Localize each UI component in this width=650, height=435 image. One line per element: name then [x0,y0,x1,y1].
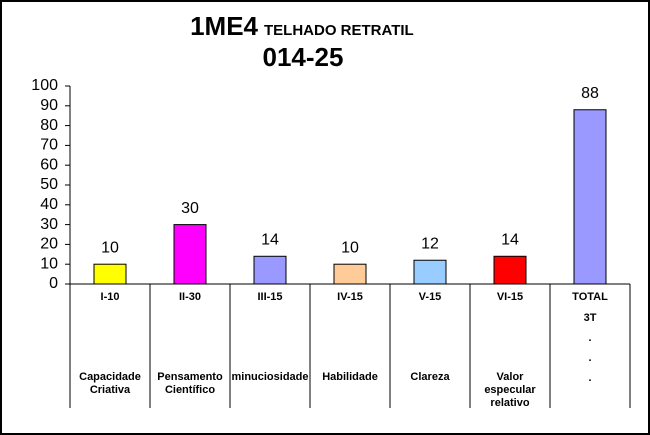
bar [333,263,367,285]
y-tick-label: 20 [40,236,58,253]
y-tick-label: 100 [31,77,58,94]
category-description: . [588,352,591,364]
value-label: 88 [581,85,599,102]
bar [253,255,287,285]
y-tick-label: 60 [40,156,58,173]
category-description: Clareza [410,371,450,383]
x-tick-label: I-10 [101,291,120,303]
category-description: especular [484,384,536,396]
bar [413,259,447,285]
y-tick-label: 50 [40,176,58,193]
category-description: . [588,332,591,344]
bar [173,224,207,285]
y-tick-label: 0 [49,275,58,292]
y-tick-label: 90 [40,97,58,114]
x-tick-label: VI-15 [497,291,523,303]
chart-title: 1ME4 [190,11,258,41]
chart-code: 014-25 [263,42,344,72]
bar [493,255,527,285]
y-tick-label: 40 [40,196,58,213]
category-description: Capacidade [79,371,141,383]
x-tick-label: IV-15 [337,291,363,303]
category-description: Habilidade [322,371,378,383]
category-description: Científico [165,384,215,396]
y-tick-label: 70 [40,137,58,154]
category-description: Valor [497,371,525,383]
y-tick-label: 10 [40,255,58,272]
value-label: 30 [181,200,199,217]
y-tick-label: 30 [40,216,58,233]
category-description: minuciosidade [231,371,308,383]
bar [93,263,127,285]
category-description: . [588,372,591,384]
x-tick-label: TOTAL [572,291,608,303]
value-label: 12 [421,235,439,252]
category-description: Pensamento [157,371,223,383]
x-tick-label: II-30 [179,291,201,303]
value-label: 14 [261,231,279,248]
category-description: Criativa [90,384,131,396]
value-label: 14 [501,231,519,248]
category-description: 3T [584,312,597,324]
bar [573,109,607,285]
value-label: 10 [341,239,359,256]
y-tick-label: 80 [40,117,58,134]
category-description: relativo [490,397,529,409]
value-label: 10 [101,239,119,256]
chart-subtitle: TELHADO RETRATIL [264,22,414,39]
x-tick-label: V-15 [419,291,442,303]
x-tick-label: III-15 [257,291,282,303]
